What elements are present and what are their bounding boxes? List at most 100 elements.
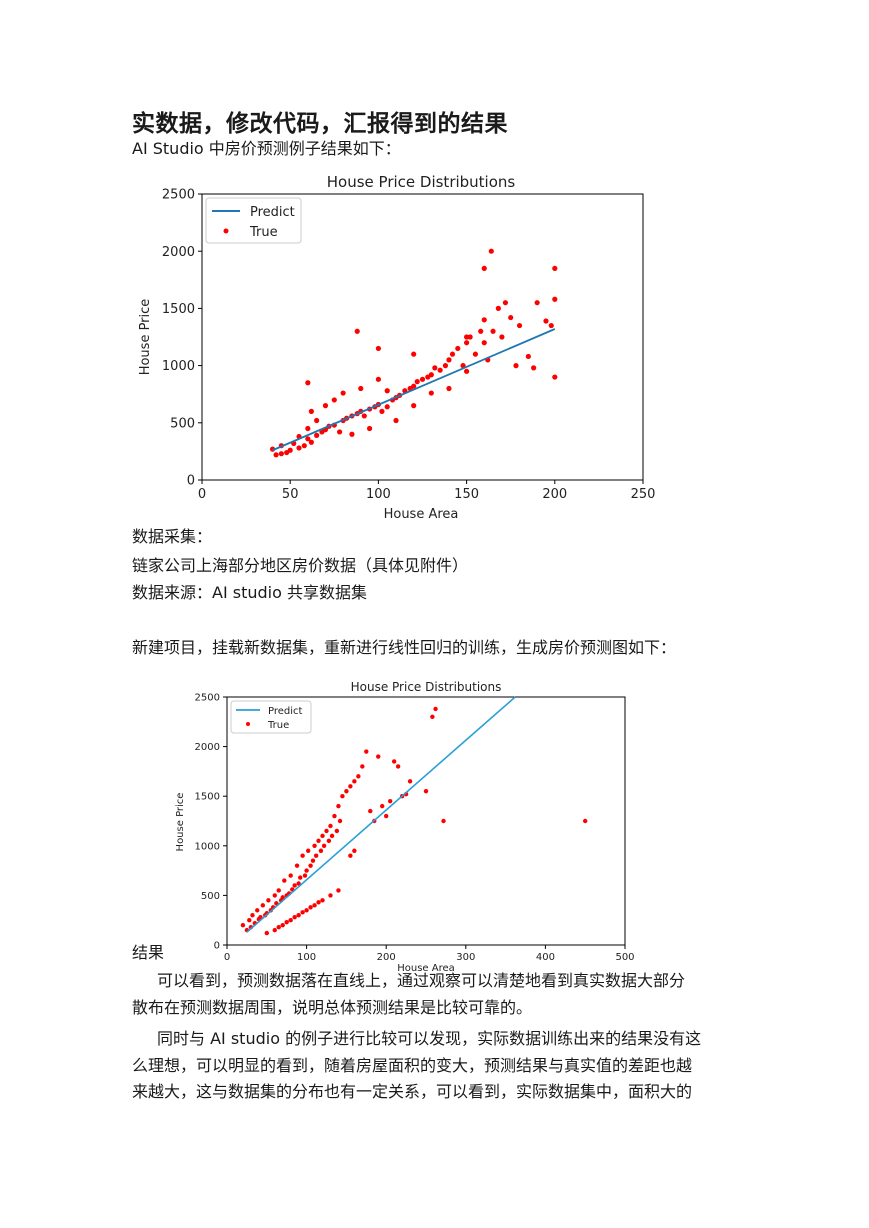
true-point xyxy=(437,367,443,373)
true-point xyxy=(464,340,470,346)
true-point xyxy=(302,873,308,878)
true-point xyxy=(414,379,420,385)
true-point xyxy=(326,838,332,844)
true-point xyxy=(336,803,341,809)
true-point xyxy=(340,794,345,799)
y-tick-label: 2500 xyxy=(195,693,220,704)
y-tick-label: 1000 xyxy=(195,841,220,852)
true-point xyxy=(499,334,505,340)
true-point xyxy=(361,413,367,419)
true-point xyxy=(328,823,333,829)
y-tick-label: 1000 xyxy=(162,359,195,374)
true-point xyxy=(296,881,301,886)
legend: Predict True xyxy=(205,197,302,244)
true-point xyxy=(423,789,429,794)
y-axis-label: House Price xyxy=(138,299,153,376)
true-point xyxy=(314,432,320,438)
source-text: 数据来源：AI studio 共享数据集 xyxy=(132,583,367,602)
true-point xyxy=(354,328,360,334)
true-point xyxy=(552,296,558,302)
true-point xyxy=(264,930,269,936)
y-axis-label: House Price xyxy=(175,793,186,852)
true-point xyxy=(393,417,399,424)
true-point xyxy=(320,898,325,903)
true-point xyxy=(391,759,397,764)
true-point xyxy=(312,843,317,848)
x-tick-label: 150 xyxy=(454,487,479,502)
collect-label: 数据采集： xyxy=(132,527,213,546)
true-point xyxy=(446,357,452,363)
true-point xyxy=(360,764,365,769)
true-point xyxy=(419,376,426,382)
true-point xyxy=(288,873,293,878)
true-point xyxy=(314,417,320,424)
true-point xyxy=(531,365,537,371)
true-point xyxy=(376,754,381,759)
new-project-text: 新建项目，挂载新数据集，重新进行线性回归的训练，生成房价预测图如下： xyxy=(132,638,677,657)
true-point xyxy=(411,403,417,409)
true-point xyxy=(255,908,260,913)
true-point xyxy=(280,895,285,900)
true-point xyxy=(337,818,343,824)
true-point xyxy=(352,779,357,784)
true-point xyxy=(266,898,271,903)
true-point xyxy=(304,868,309,873)
true-point xyxy=(287,447,293,453)
x-tick-label: 0 xyxy=(224,952,230,963)
x-tick-label: 100 xyxy=(366,487,391,502)
true-points xyxy=(240,706,588,936)
result-para2-line2: 么理想，可以明显的看到，随着房屋面积的变大，预测结果与真实值的差距也越 xyxy=(132,1056,693,1075)
true-point xyxy=(276,888,281,893)
x-tick-label: 200 xyxy=(542,487,567,502)
y-tick-label: 1500 xyxy=(162,302,195,317)
true-point xyxy=(358,385,364,392)
true-point xyxy=(260,903,266,908)
x-axis-ticks: 0 50 100 150 200 250 xyxy=(198,480,656,502)
true-point xyxy=(395,764,401,769)
x-tick-label: 250 xyxy=(631,487,656,502)
true-point xyxy=(310,858,316,863)
true-point xyxy=(329,833,335,839)
x-tick-label: 500 xyxy=(615,952,634,963)
true-point xyxy=(384,404,390,410)
true-point xyxy=(481,340,487,346)
y-tick-label: 2000 xyxy=(162,245,195,260)
chart-title: House Price Distributions xyxy=(351,680,502,694)
chart-house-price-example: House Price Distributions 0 50 100 150 200 25… xyxy=(138,173,656,522)
true-point xyxy=(304,908,309,913)
collect-desc: 链家公司上海部分地区房价数据（具体见附件） xyxy=(132,556,469,575)
true-point xyxy=(312,903,317,908)
true-point xyxy=(278,451,284,457)
legend-predict-label: Predict xyxy=(250,205,295,220)
true-point xyxy=(478,328,484,334)
true-point xyxy=(380,803,385,809)
true-point xyxy=(387,798,393,804)
true-point xyxy=(348,853,353,858)
plot-area xyxy=(226,696,626,946)
section-heading: 实数据，修改代码，汇报得到的结果 xyxy=(132,111,508,137)
true-point xyxy=(340,390,346,396)
y-tick-label: 500 xyxy=(170,416,195,431)
true-point xyxy=(446,385,452,392)
true-point xyxy=(331,397,337,403)
y-tick-label: 1500 xyxy=(195,792,220,803)
true-point xyxy=(348,784,353,789)
true-point xyxy=(502,300,509,306)
x-tick-label: 400 xyxy=(536,952,555,963)
true-point xyxy=(552,265,558,271)
x-tick-label: 300 xyxy=(456,952,475,963)
true-point xyxy=(411,383,417,389)
true-point xyxy=(313,853,319,858)
true-point xyxy=(543,318,549,324)
y-tick-label: 500 xyxy=(201,891,220,902)
true-point xyxy=(272,927,277,933)
true-point xyxy=(384,813,389,819)
true-point xyxy=(344,789,349,794)
true-point xyxy=(525,353,531,360)
true-point xyxy=(320,833,325,839)
true-point xyxy=(488,248,494,254)
true-point xyxy=(552,374,558,380)
true-point xyxy=(298,875,303,880)
result-label: 结果 xyxy=(132,943,165,962)
true-point xyxy=(432,365,438,371)
